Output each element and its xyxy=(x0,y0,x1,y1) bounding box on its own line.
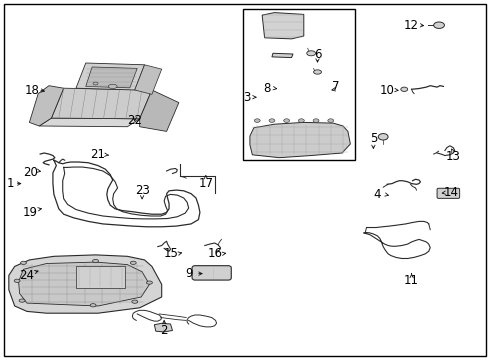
Ellipse shape xyxy=(434,22,444,28)
Ellipse shape xyxy=(378,134,388,140)
Text: 7: 7 xyxy=(332,80,340,93)
Ellipse shape xyxy=(269,119,275,122)
Text: 5: 5 xyxy=(369,132,377,145)
Bar xyxy=(243,9,355,160)
Polygon shape xyxy=(9,255,162,313)
Text: 18: 18 xyxy=(24,84,39,96)
Polygon shape xyxy=(250,122,350,158)
Ellipse shape xyxy=(147,281,152,284)
Polygon shape xyxy=(76,63,145,90)
Polygon shape xyxy=(86,67,137,88)
Bar xyxy=(76,266,125,288)
Text: 17: 17 xyxy=(198,177,213,190)
Text: 13: 13 xyxy=(446,150,461,163)
Polygon shape xyxy=(51,88,152,119)
Text: 8: 8 xyxy=(263,82,271,95)
Ellipse shape xyxy=(130,261,136,264)
Text: 11: 11 xyxy=(404,274,419,287)
Ellipse shape xyxy=(21,261,26,264)
Polygon shape xyxy=(19,262,149,306)
Text: 14: 14 xyxy=(443,186,458,199)
Polygon shape xyxy=(29,86,64,126)
Text: 20: 20 xyxy=(23,166,38,179)
Text: 10: 10 xyxy=(380,84,394,96)
Ellipse shape xyxy=(90,304,96,307)
Text: 12: 12 xyxy=(404,19,419,32)
Ellipse shape xyxy=(401,87,408,91)
Ellipse shape xyxy=(93,82,98,85)
Text: 15: 15 xyxy=(164,247,179,260)
Text: 3: 3 xyxy=(243,91,250,104)
Ellipse shape xyxy=(108,84,117,89)
Ellipse shape xyxy=(14,279,20,282)
Text: 16: 16 xyxy=(208,247,223,260)
Ellipse shape xyxy=(307,51,316,56)
Ellipse shape xyxy=(254,119,260,122)
Ellipse shape xyxy=(132,300,138,303)
Text: 6: 6 xyxy=(314,48,321,61)
Text: 19: 19 xyxy=(23,206,38,219)
Text: 24: 24 xyxy=(20,269,34,282)
Text: 9: 9 xyxy=(185,267,193,280)
Text: 21: 21 xyxy=(91,148,105,161)
Polygon shape xyxy=(272,53,293,58)
Text: 2: 2 xyxy=(160,324,168,337)
Text: 23: 23 xyxy=(135,184,149,197)
Polygon shape xyxy=(154,323,172,332)
Polygon shape xyxy=(39,118,140,127)
FancyBboxPatch shape xyxy=(437,188,460,198)
Text: 4: 4 xyxy=(373,188,381,201)
Ellipse shape xyxy=(313,119,319,122)
Polygon shape xyxy=(262,13,304,39)
Ellipse shape xyxy=(93,259,98,263)
Ellipse shape xyxy=(314,70,321,74)
Text: 22: 22 xyxy=(127,114,142,127)
Polygon shape xyxy=(135,65,162,94)
FancyBboxPatch shape xyxy=(192,266,231,280)
Ellipse shape xyxy=(328,119,334,122)
Polygon shape xyxy=(140,90,179,131)
Ellipse shape xyxy=(19,299,25,302)
Ellipse shape xyxy=(298,119,304,122)
Text: 1: 1 xyxy=(7,177,15,190)
Ellipse shape xyxy=(284,119,290,122)
